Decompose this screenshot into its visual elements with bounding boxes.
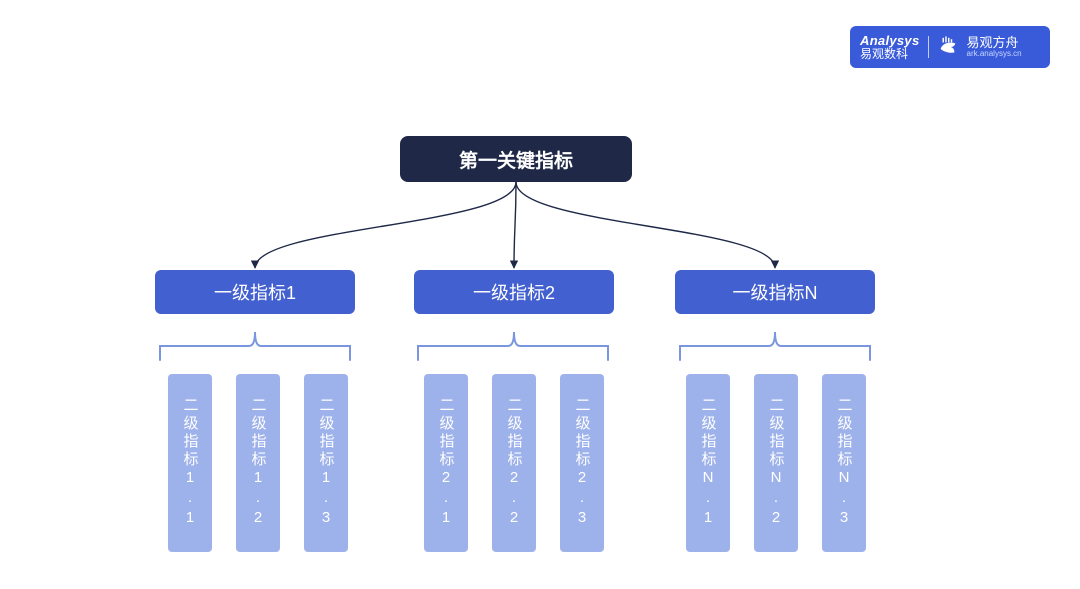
tree-diagram: 第一关键指标一级指标1 一级指标2 一级指标N 二级指标1.1 二级指标1.2 二级指标1… [0,0,1080,589]
tree-level1-node: 一级指标1 [155,270,355,314]
tree-bracket [680,332,870,360]
tree-level2-node: 二级指标2.2 [492,374,536,552]
tree-bracket [418,332,608,360]
tree-level2-node: 二级指标2.3 [560,374,604,552]
tree-edge [516,182,775,268]
tree-edge [255,182,516,268]
tree-level2-node: 二级指标N.1 [686,374,730,552]
tree-level1-node: 一级指标N [675,270,875,314]
tree-level2-node: 二级指标N.2 [754,374,798,552]
tree-bracket [160,332,350,360]
tree-level2-node: 二级指标N.3 [822,374,866,552]
tree-edge [514,182,516,268]
tree-root-node: 第一关键指标 [400,136,632,182]
tree-level2-node: 二级指标1.3 [304,374,348,552]
tree-level2-node: 二级指标1.1 [168,374,212,552]
tree-level2-node: 二级指标2.1 [424,374,468,552]
tree-level2-node: 二级指标1.2 [236,374,280,552]
tree-level1-node: 一级指标2 [414,270,614,314]
